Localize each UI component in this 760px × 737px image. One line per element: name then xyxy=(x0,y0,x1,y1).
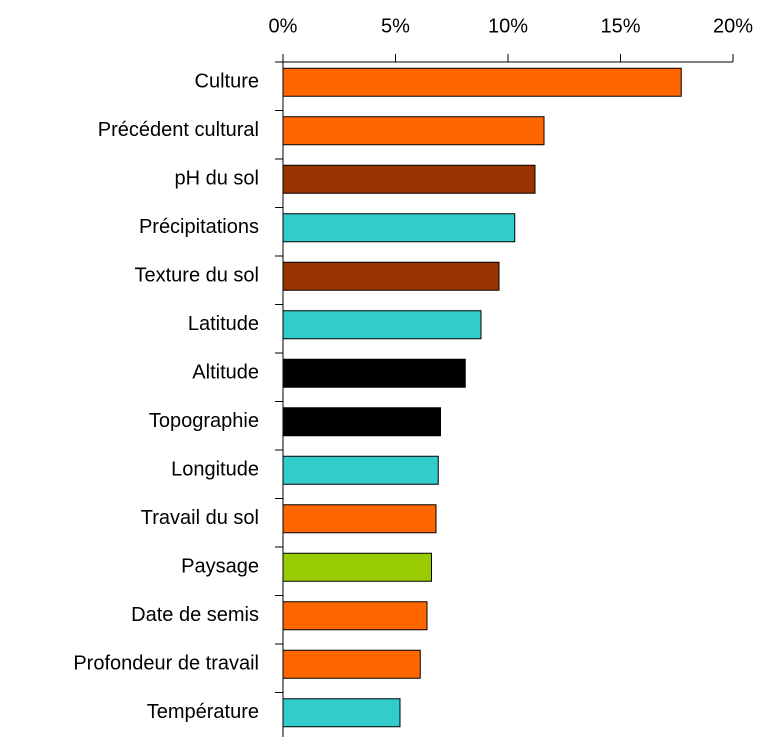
x-tick-label: 0% xyxy=(269,15,298,37)
y-tick-label: Précipitations xyxy=(139,216,259,238)
bar xyxy=(282,358,466,388)
x-tick-label: 20% xyxy=(713,15,753,37)
y-tick-label: Précédent cultural xyxy=(98,119,259,141)
y-tick-label: Longitude xyxy=(171,459,259,481)
y-tick-label: Latitude xyxy=(188,313,259,335)
y-tick-label: Date de semis xyxy=(131,604,259,626)
x-tick-label: 5% xyxy=(381,15,410,37)
bar xyxy=(282,455,439,485)
bar xyxy=(282,67,682,97)
y-tick-label: Culture xyxy=(195,71,259,93)
y-tick-label: Travail du sol xyxy=(141,507,259,529)
y-tick-label: Paysage xyxy=(181,556,259,578)
y-tick-label: Altitude xyxy=(192,362,259,384)
bar xyxy=(282,310,482,340)
x-tick-label: 15% xyxy=(600,15,640,37)
bar xyxy=(282,504,437,534)
bar xyxy=(282,164,536,194)
bar xyxy=(282,601,428,631)
x-tick-label: 10% xyxy=(488,15,528,37)
bar xyxy=(282,649,421,679)
y-tick-label: Température xyxy=(147,701,259,723)
bar xyxy=(282,698,401,728)
bar xyxy=(282,407,441,437)
y-tick-label: Profondeur de travail xyxy=(73,653,259,675)
bar xyxy=(282,116,545,146)
y-tick-label: Texture du sol xyxy=(134,265,259,287)
bar xyxy=(282,261,500,291)
y-tick-label: Topographie xyxy=(149,410,259,432)
bar xyxy=(282,552,432,582)
y-tick-label: pH du sol xyxy=(175,168,260,190)
bar xyxy=(282,213,516,243)
